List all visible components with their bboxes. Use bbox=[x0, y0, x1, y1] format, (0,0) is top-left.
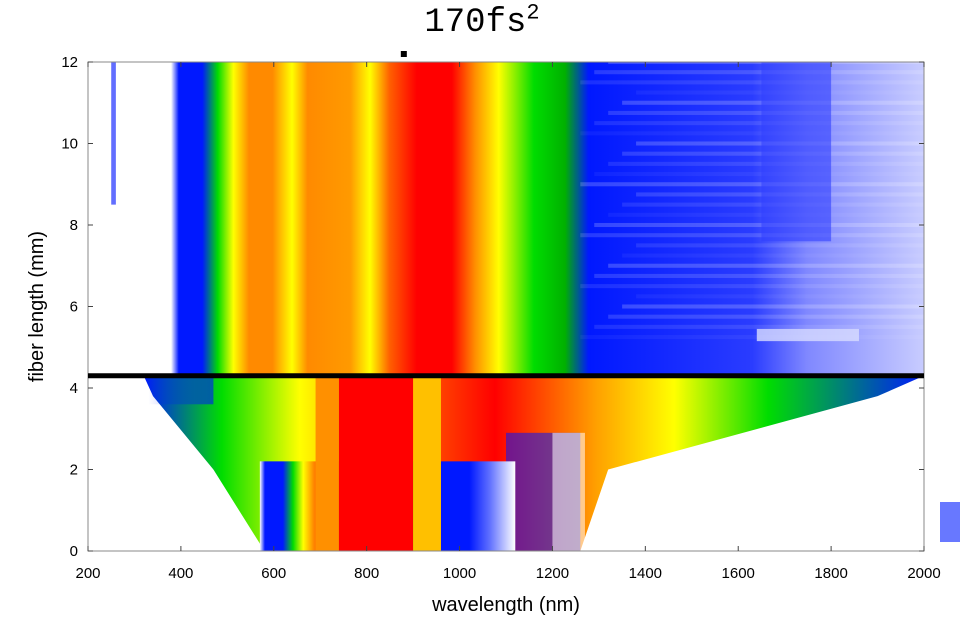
x-tick-label: 1200 bbox=[536, 565, 569, 582]
continuum-streak bbox=[622, 253, 924, 258]
y-tick-label: 6 bbox=[70, 299, 78, 316]
continuum-streak bbox=[622, 304, 924, 309]
x-tick-label: 800 bbox=[354, 565, 379, 582]
y-tick-label: 8 bbox=[70, 217, 78, 234]
y-tick-label: 0 bbox=[70, 543, 78, 560]
chart-title: 170fs2 bbox=[0, 0, 964, 42]
continuum-streak bbox=[636, 294, 924, 299]
x-tick-label: 200 bbox=[75, 565, 100, 582]
chart-title-superscript: 2 bbox=[526, 0, 540, 26]
y-tick-label: 4 bbox=[70, 380, 78, 397]
continuum-streak bbox=[608, 314, 924, 319]
continuum-streak bbox=[594, 324, 924, 329]
continuum-streak bbox=[580, 80, 924, 85]
continuum-streak bbox=[594, 222, 924, 228]
pump-core bbox=[338, 375, 414, 551]
y-tick-label: 12 bbox=[61, 54, 78, 71]
continuum-streak bbox=[580, 335, 924, 340]
continuum-streak bbox=[636, 243, 924, 248]
x-tick-label: 1000 bbox=[443, 565, 476, 582]
heatmap-layer bbox=[111, 62, 924, 551]
axes-layer: 200 400 600 800 1000 1200 1400 1600 1800 2000 0 2 4 6… bbox=[61, 54, 940, 582]
x-tick-label: 1800 bbox=[814, 565, 847, 582]
continuum-streak bbox=[594, 273, 924, 278]
x-tick-label: 1400 bbox=[629, 565, 662, 582]
y-tick-label: 10 bbox=[61, 136, 78, 153]
continuum-streak bbox=[580, 284, 924, 289]
pump-core-left-edge bbox=[315, 375, 339, 551]
x-tick-label: 2000 bbox=[907, 565, 940, 582]
y-tick-label: 2 bbox=[70, 462, 78, 479]
continuum-streak bbox=[594, 172, 924, 177]
y-axis-label: fiber length (mm) bbox=[26, 231, 48, 382]
continuum-streak bbox=[580, 233, 924, 238]
continuum-streak bbox=[594, 121, 924, 126]
soliton-highlight bbox=[756, 328, 859, 342]
continuum-streak bbox=[594, 70, 924, 75]
continuum-streak bbox=[580, 182, 924, 187]
title-tick-mark bbox=[400, 51, 407, 57]
blue-wing-fade bbox=[148, 375, 214, 405]
x-axis-label: wavelength (nm) bbox=[431, 594, 580, 616]
colorbar-fragment bbox=[940, 502, 960, 542]
x-tick-label: 600 bbox=[261, 565, 286, 582]
continuum-streak bbox=[580, 131, 924, 136]
long-wavelength-fade bbox=[552, 432, 585, 551]
continuum-streak bbox=[608, 263, 924, 268]
chart-title-text: 170fs bbox=[424, 4, 527, 42]
x-tick-label: 400 bbox=[168, 565, 193, 582]
pump-core-right-edge bbox=[413, 375, 441, 551]
x-tick-label: 1600 bbox=[722, 565, 755, 582]
long-wavelength-block bbox=[761, 62, 832, 242]
uv-trace bbox=[111, 62, 116, 205]
